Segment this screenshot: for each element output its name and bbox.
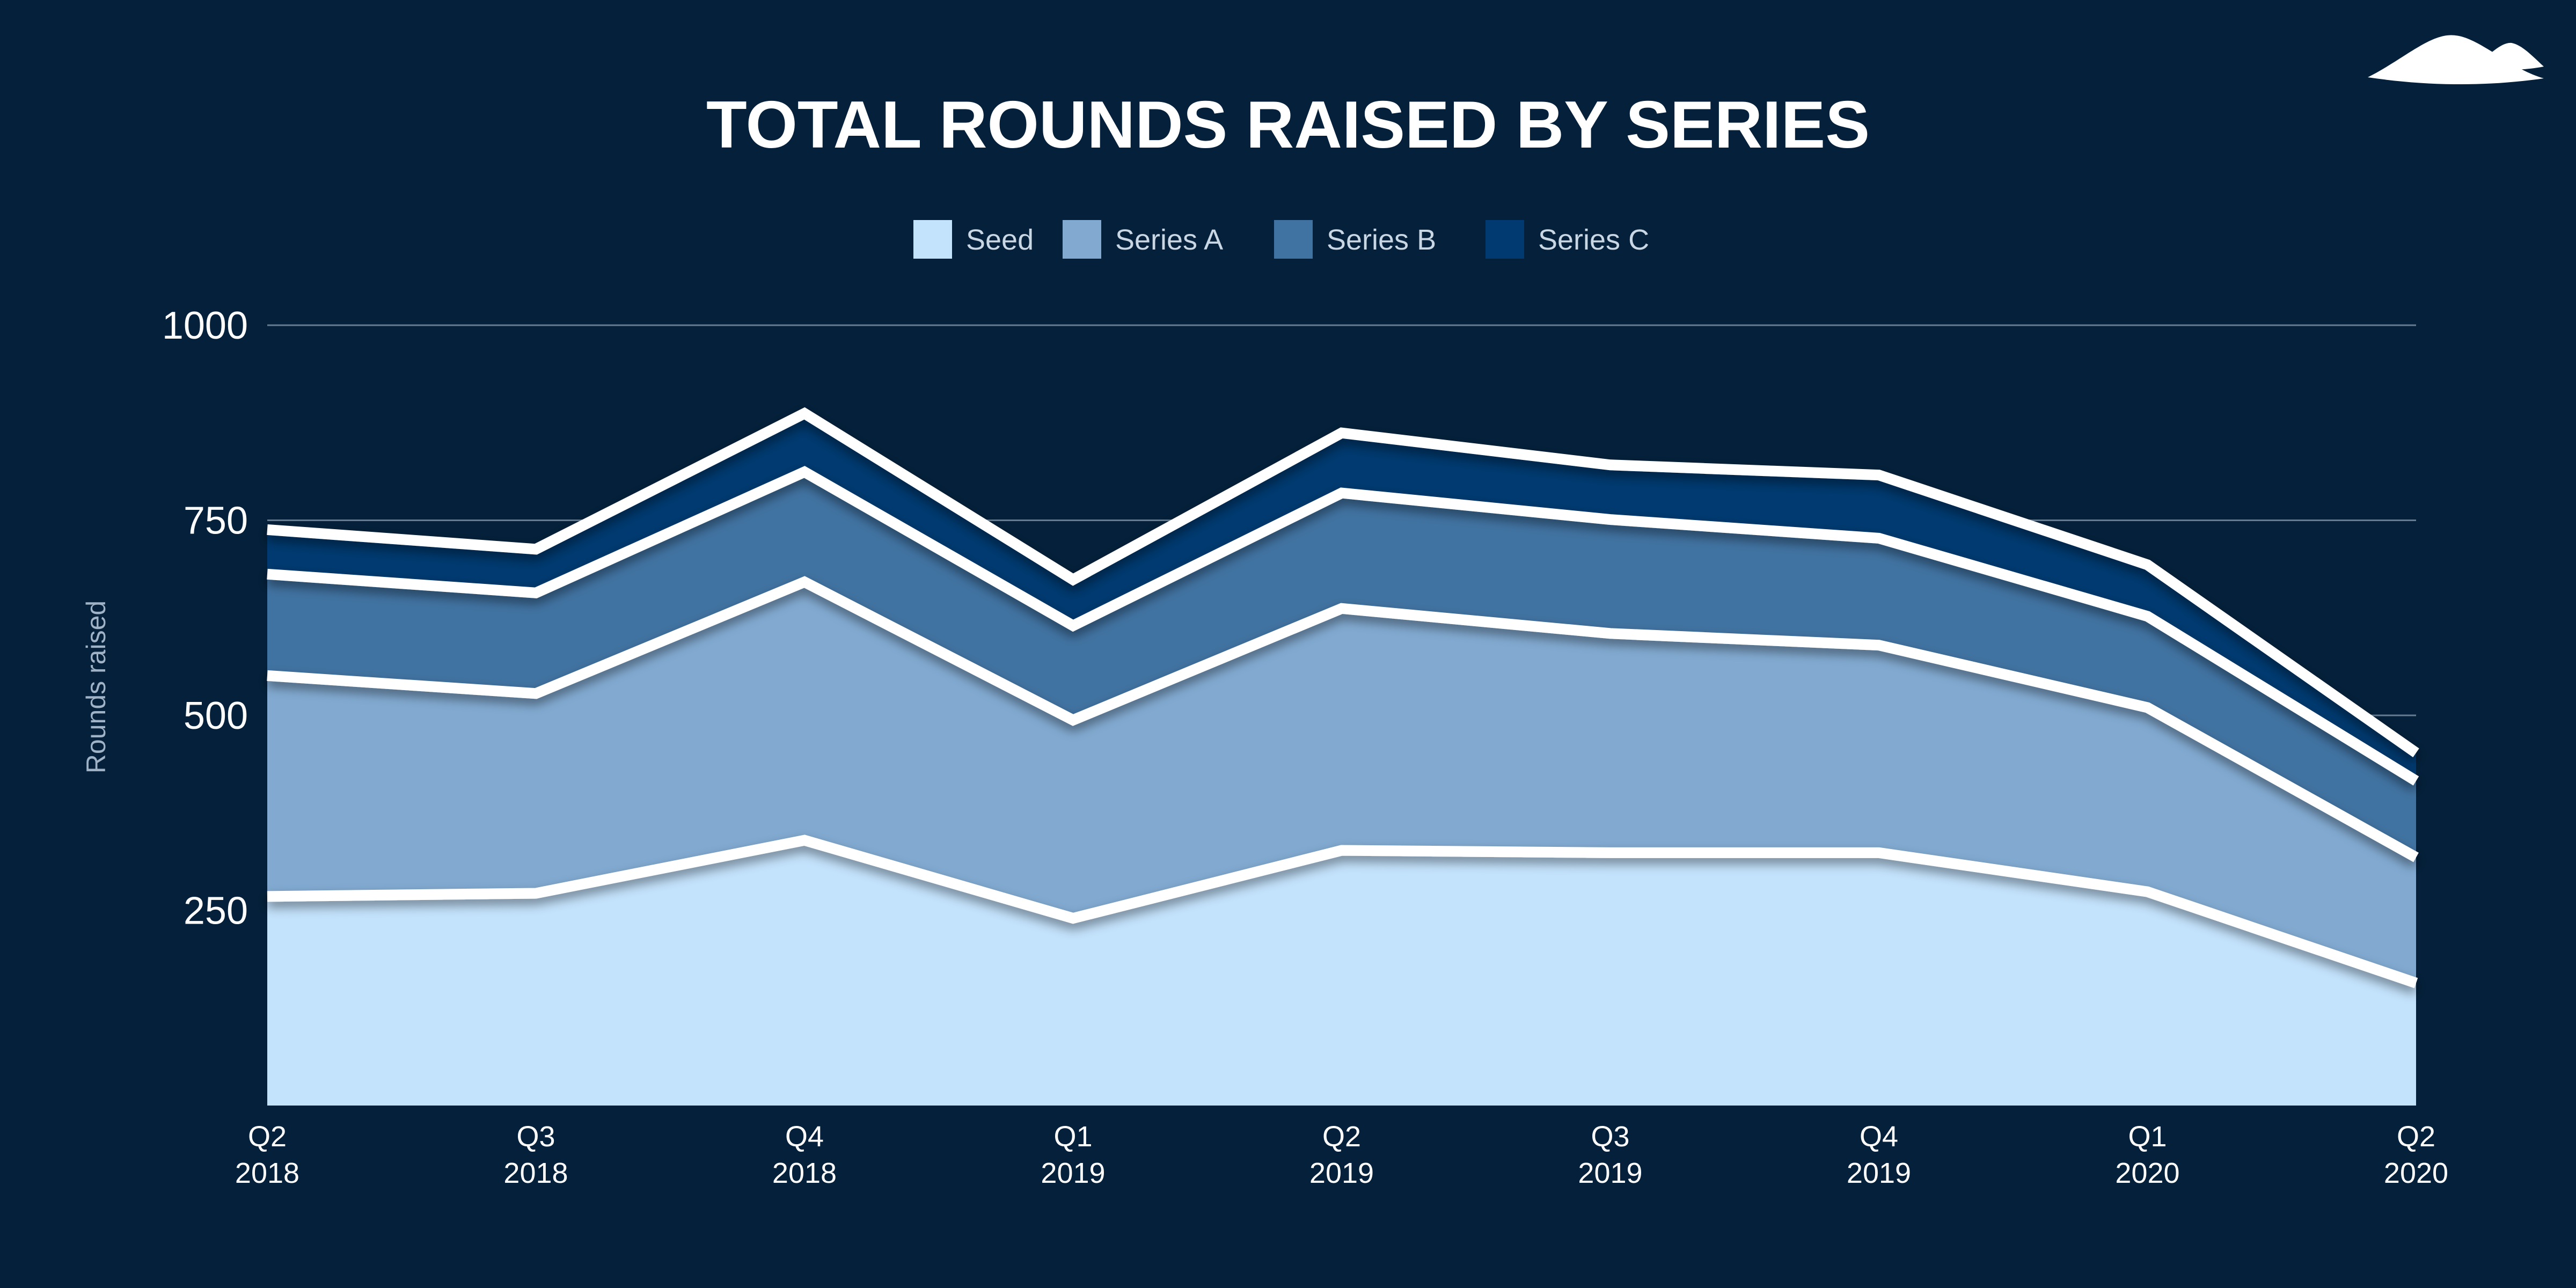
x-tick-quarter: Q1 <box>1053 1121 1092 1153</box>
legend-label: Series C <box>1538 224 1649 256</box>
chart-legend: Seed Series A Series B Series C <box>913 220 1649 259</box>
x-tick-quarter: Q3 <box>1591 1121 1629 1153</box>
x-tick-year: 2018 <box>503 1157 568 1189</box>
area-series-c <box>267 413 2416 781</box>
x-tick-quarter: Q2 <box>2397 1121 2435 1153</box>
x-tick-year: 2019 <box>1041 1157 1105 1189</box>
legend-swatch <box>1063 220 1101 259</box>
line-series-a <box>267 576 2419 862</box>
x-tick-year: 2019 <box>1578 1157 1642 1189</box>
line-series-c <box>267 407 2419 757</box>
legend-label: Series A <box>1115 224 1223 256</box>
area-series-b <box>267 472 2416 858</box>
x-tick-year: 2019 <box>1847 1157 1911 1189</box>
x-tick-quarter: Q4 <box>785 1121 824 1153</box>
x-tick-quarter: Q3 <box>516 1121 555 1153</box>
chart-series-lines <box>267 407 2419 989</box>
x-tick-year: 2020 <box>2384 1157 2448 1189</box>
legend-swatch <box>1274 220 1313 259</box>
x-tick-quarter: Q2 <box>248 1121 287 1153</box>
line-seed <box>267 835 2418 989</box>
x-axis-ticks: Q2 2018 Q3 2018 Q4 2018 Q1 2019 Q2 2019 Q3 2019 Q4 20… <box>235 1121 2448 1189</box>
legend-label: Series B <box>1327 224 1436 256</box>
y-tick-label: 1000 <box>162 304 248 347</box>
y-axis-label: Rounds raised <box>81 601 111 773</box>
x-tick-quarter: Q4 <box>1860 1121 1898 1153</box>
y-tick-label: 250 <box>184 890 248 933</box>
x-tick-quarter: Q1 <box>2128 1121 2167 1153</box>
chart-areas <box>267 413 2416 1106</box>
y-tick-label: 750 <box>184 500 248 543</box>
logo-mountains-icon <box>2368 35 2544 85</box>
x-tick-year: 2020 <box>2115 1157 2179 1189</box>
area-seed <box>267 840 2416 1106</box>
x-tick-year: 2018 <box>235 1157 299 1189</box>
y-tick-label: 500 <box>184 694 248 737</box>
x-tick-year: 2018 <box>772 1157 837 1189</box>
x-tick-year: 2019 <box>1309 1157 1374 1189</box>
legend-swatch <box>913 220 952 259</box>
y-axis-ticks: 250 500 750 1000 <box>162 304 248 933</box>
line-series-b <box>267 466 2419 786</box>
area-series-a <box>267 582 2416 983</box>
legend-swatch <box>1485 220 1524 259</box>
legend-label: Seed <box>966 224 1034 256</box>
x-tick-quarter: Q2 <box>1322 1121 1361 1153</box>
chart-title: TOTAL ROUNDS RAISED BY SERIES <box>706 88 1870 162</box>
